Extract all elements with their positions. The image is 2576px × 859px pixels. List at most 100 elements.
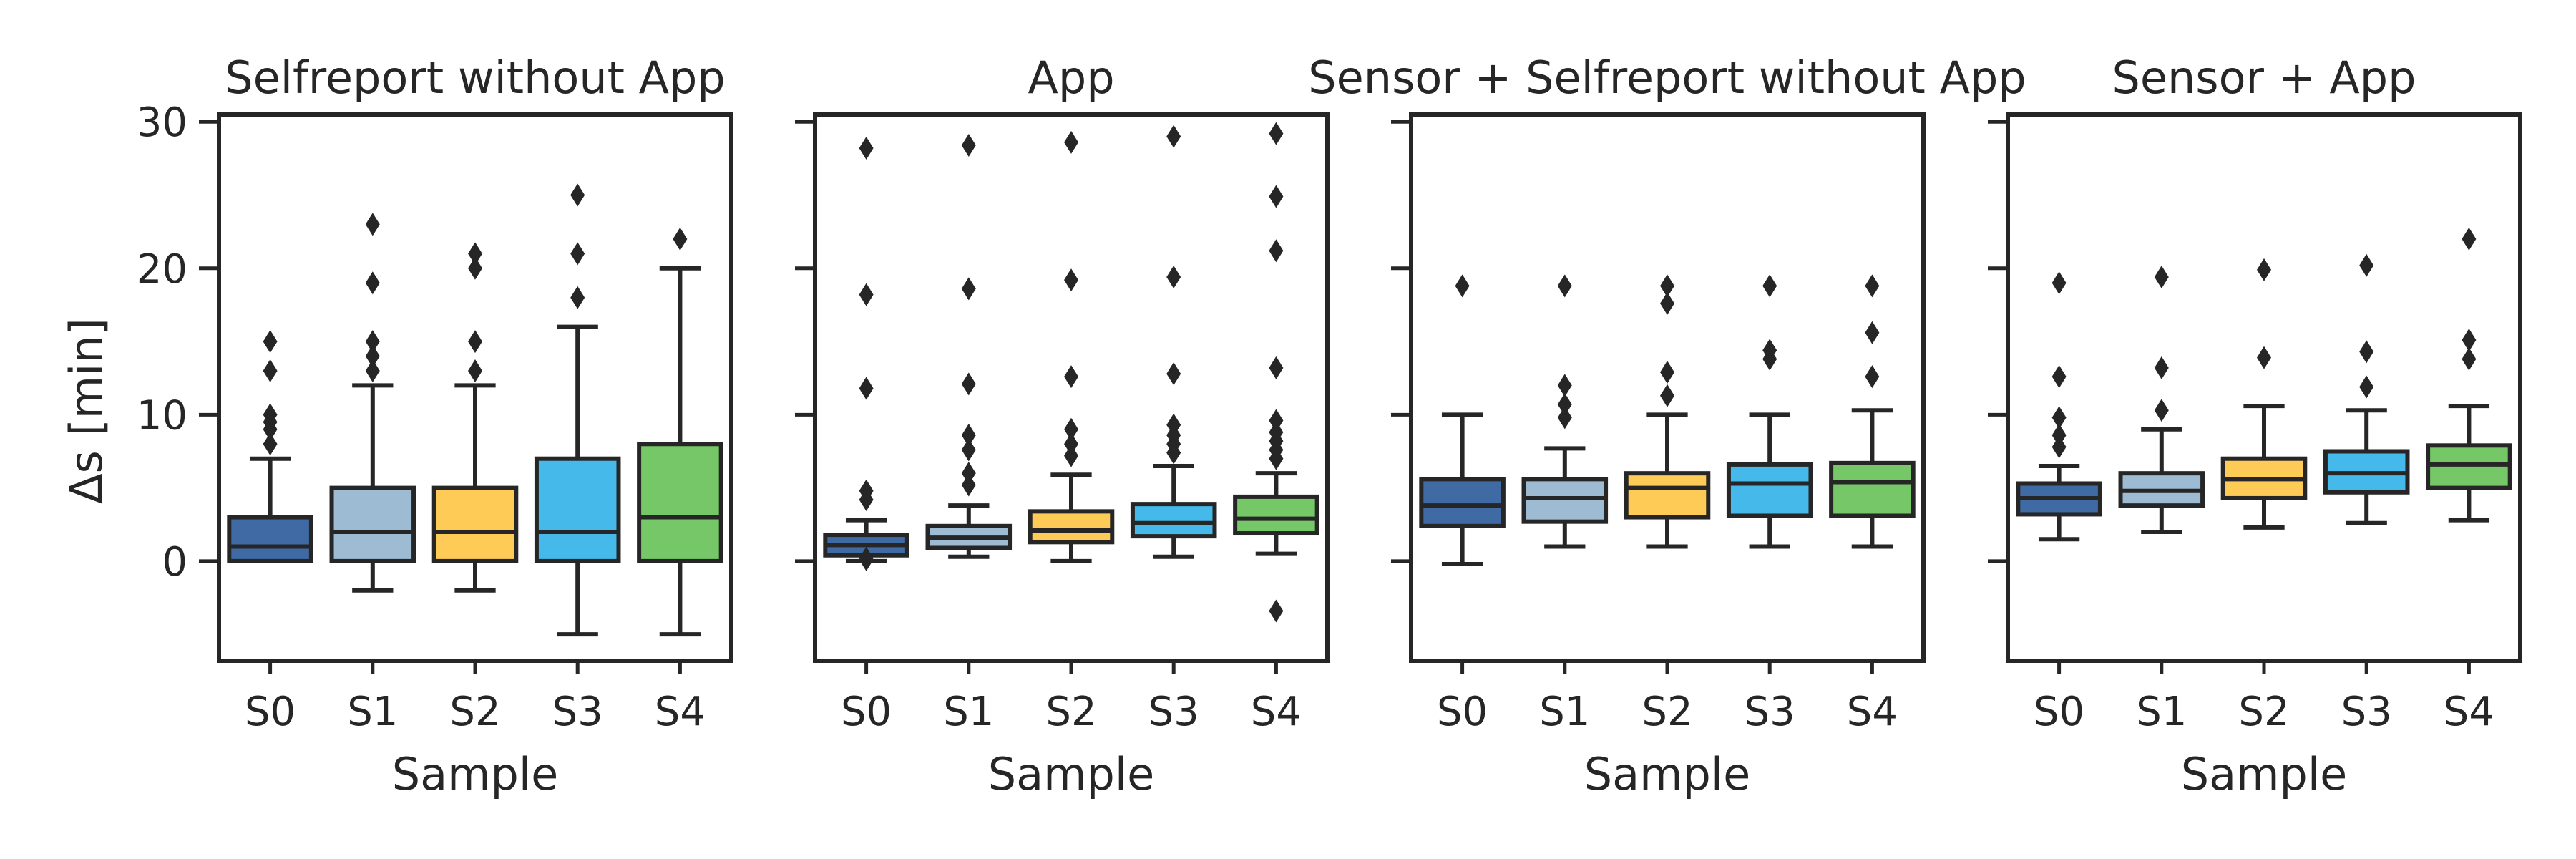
x-tick-label: S4 bbox=[655, 689, 706, 735]
x-tick-label: S2 bbox=[2238, 689, 2289, 735]
outlier-point bbox=[1269, 356, 1284, 379]
x-tick-label: S3 bbox=[2341, 689, 2392, 735]
outlier-point bbox=[1455, 274, 1470, 298]
outlier-point bbox=[365, 330, 380, 354]
box-body bbox=[534, 456, 621, 563]
box-s3 bbox=[2323, 253, 2410, 525]
outlier-point bbox=[1762, 339, 1777, 362]
outlier-point bbox=[2051, 271, 2067, 295]
box-s3 bbox=[1726, 274, 1813, 549]
outlier-point bbox=[1269, 420, 1284, 444]
plot-frame bbox=[813, 112, 1330, 663]
box-s4 bbox=[1829, 274, 1916, 549]
outlier-point bbox=[2051, 423, 2067, 447]
outlier-point bbox=[1557, 406, 1572, 430]
x-tick-label: S4 bbox=[1251, 689, 1302, 735]
y-axis-label: Δs [min] bbox=[60, 318, 112, 504]
outlier-point bbox=[859, 283, 874, 306]
outlier-point bbox=[2051, 365, 2067, 389]
outlier-point bbox=[1269, 409, 1284, 432]
outlier-point bbox=[2154, 266, 2169, 289]
box-body bbox=[1130, 502, 1217, 539]
box-s0 bbox=[227, 330, 313, 563]
outlier-point bbox=[859, 377, 874, 400]
outlier-point bbox=[1064, 268, 1078, 292]
x-tick-label: S0 bbox=[1437, 689, 1488, 735]
outlier-point bbox=[1865, 274, 1880, 298]
box-s2 bbox=[2220, 258, 2308, 530]
outlier-point bbox=[1557, 393, 1572, 417]
outlier-point bbox=[468, 330, 482, 354]
outlier-point bbox=[1166, 125, 1181, 148]
outlier-point bbox=[263, 432, 278, 456]
x-tick-label: S4 bbox=[2444, 689, 2494, 735]
outlier-point bbox=[1269, 122, 1284, 145]
x-tick-label: S0 bbox=[841, 689, 892, 735]
box-s1 bbox=[329, 213, 416, 593]
box-body bbox=[637, 442, 723, 563]
outlier-point bbox=[1660, 274, 1674, 298]
x-axis-label: Sample bbox=[2181, 748, 2347, 800]
outlier-point bbox=[1660, 361, 1674, 384]
box-s0 bbox=[823, 137, 909, 571]
x-tick-label: S2 bbox=[1045, 689, 1096, 735]
panel-title: Sensor + Selfreport without App bbox=[1308, 52, 2026, 104]
outlier-point bbox=[1269, 239, 1284, 263]
outlier-point bbox=[961, 473, 976, 497]
outlier-point bbox=[1064, 365, 1078, 389]
outlier-point bbox=[1865, 365, 1880, 389]
outlier-point bbox=[2359, 375, 2374, 399]
outlier-point bbox=[2462, 329, 2477, 352]
box-body bbox=[2426, 443, 2512, 490]
outlier-point bbox=[468, 359, 482, 382]
panel-2: App S0 S1 S2 S3 S4 Sample bbox=[795, 52, 1330, 800]
outlier-point bbox=[961, 133, 976, 157]
outlier-point bbox=[1166, 266, 1181, 289]
outlier-point bbox=[1166, 362, 1181, 386]
x-tick-label: S1 bbox=[943, 689, 994, 735]
outlier-point bbox=[1064, 432, 1078, 456]
box-body bbox=[1028, 509, 1115, 545]
outlier-point bbox=[1166, 413, 1181, 437]
box-s4 bbox=[2426, 227, 2512, 523]
outlier-point bbox=[2257, 258, 2271, 281]
panel-title: App bbox=[1028, 52, 1114, 104]
outlier-point bbox=[961, 372, 976, 396]
panel-title: Sensor + App bbox=[2112, 52, 2416, 104]
outlier-point bbox=[859, 137, 874, 160]
x-tick-label: S3 bbox=[552, 689, 603, 735]
outlier-point bbox=[2154, 356, 2169, 379]
panel-title: Selfreport without App bbox=[225, 52, 726, 104]
plot-frame bbox=[217, 112, 733, 663]
x-axis-label: Sample bbox=[988, 748, 1154, 800]
outlier-point bbox=[2257, 346, 2271, 369]
x-tick-label: S1 bbox=[2136, 689, 2187, 735]
outlier-point bbox=[961, 277, 976, 301]
outlier-point bbox=[1557, 374, 1572, 397]
plot-frame bbox=[2006, 112, 2522, 663]
outlier-point bbox=[263, 403, 278, 427]
box-body bbox=[1233, 494, 1319, 536]
box-body bbox=[431, 485, 519, 563]
outlier-point bbox=[2051, 435, 2067, 459]
box-s2 bbox=[431, 242, 519, 593]
box-s0 bbox=[1419, 274, 1506, 566]
outlier-point bbox=[1064, 417, 1078, 441]
panel-4: Sensor + App S0 S1 S2 S3 S4 Sample bbox=[1988, 52, 2522, 800]
y-tick-label: 10 bbox=[137, 392, 187, 439]
x-tick-label: S1 bbox=[347, 689, 398, 735]
x-tick-label: S1 bbox=[1539, 689, 1590, 735]
box-body bbox=[1829, 460, 1916, 518]
outlier-point bbox=[859, 546, 874, 570]
x-tick-label: S0 bbox=[245, 689, 296, 735]
outlier-point bbox=[2051, 406, 2067, 430]
outlier-point bbox=[1269, 599, 1284, 623]
box-body bbox=[1624, 471, 1711, 520]
box-s3 bbox=[1130, 125, 1217, 559]
outlier-point bbox=[468, 242, 482, 266]
x-tick-label: S3 bbox=[1745, 689, 1795, 735]
outlier-point bbox=[1660, 384, 1674, 407]
box-s0 bbox=[2016, 271, 2102, 542]
box-body bbox=[1726, 462, 1813, 518]
outlier-point bbox=[673, 227, 688, 251]
